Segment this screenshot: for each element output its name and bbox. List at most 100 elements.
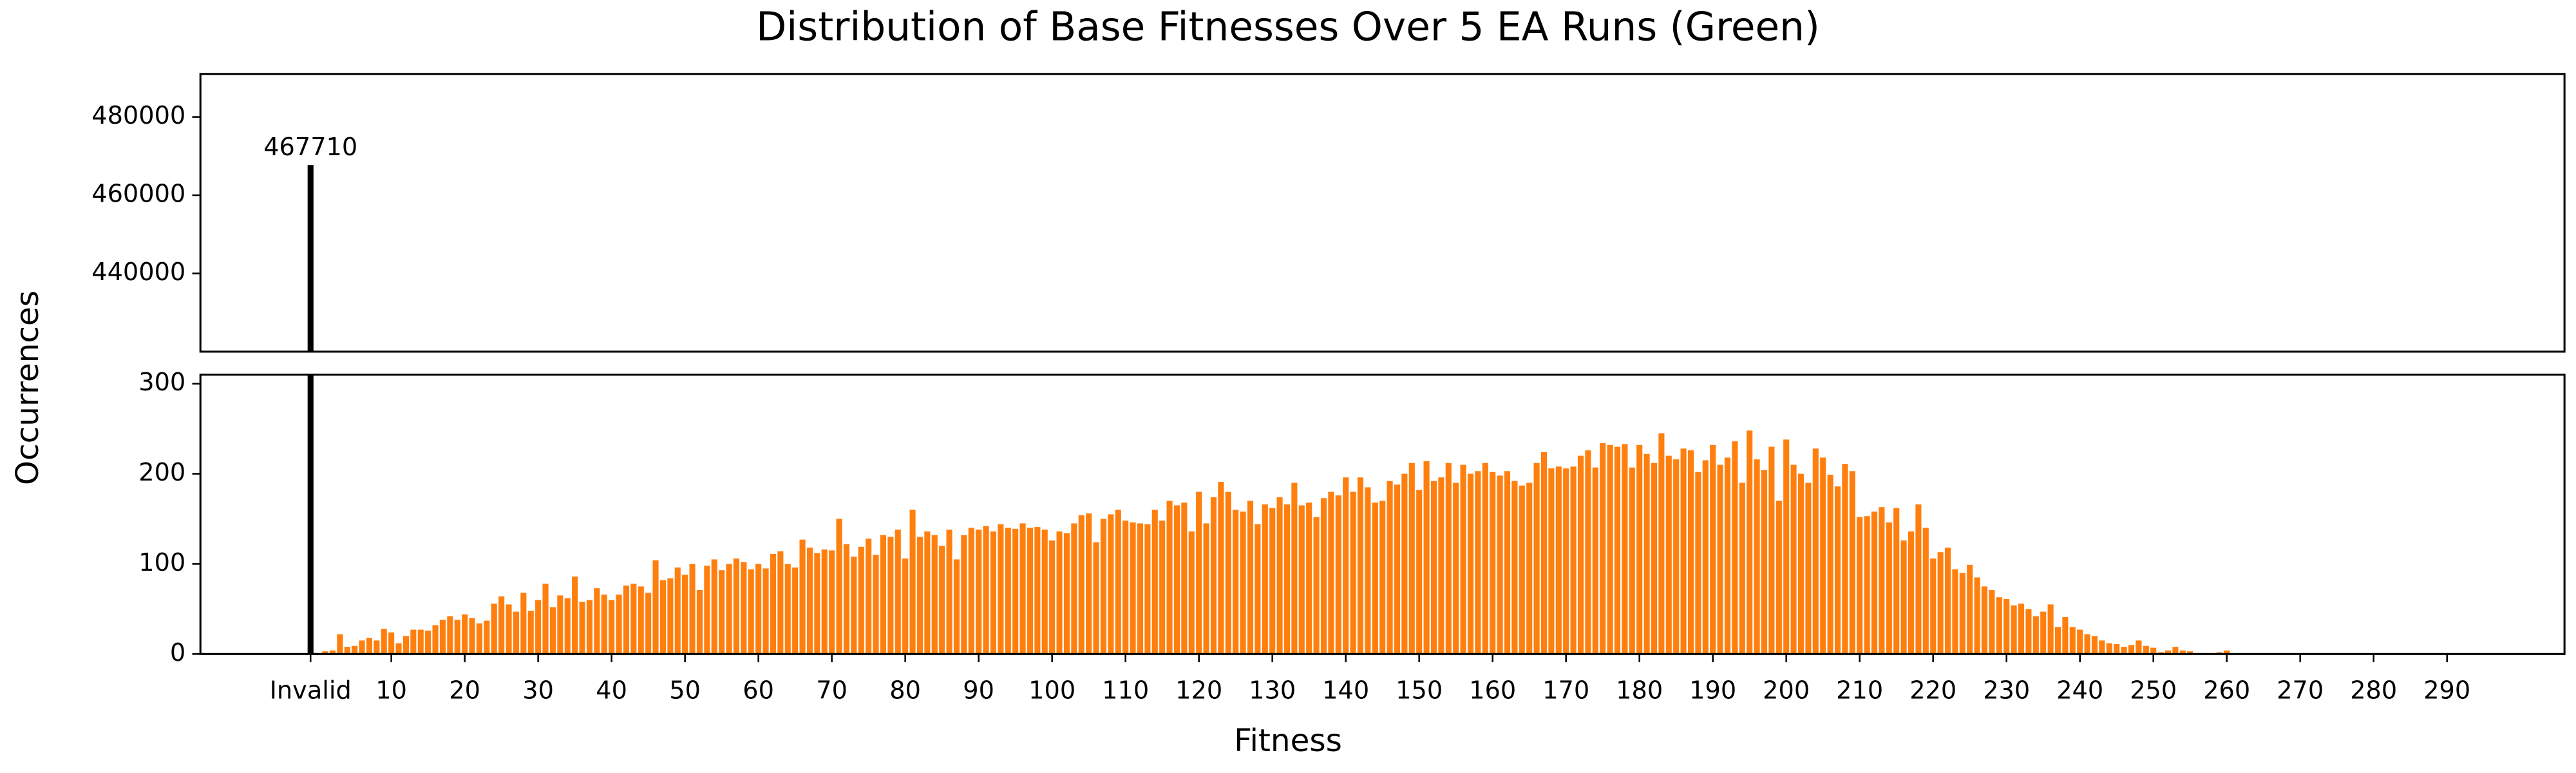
bar <box>799 539 806 654</box>
bar <box>454 620 460 654</box>
bar <box>1357 477 1364 654</box>
bar <box>2054 627 2061 654</box>
bar <box>594 588 600 654</box>
x-tick-label: 240 <box>2056 676 2103 705</box>
bar <box>1379 501 1386 654</box>
bar <box>755 564 762 654</box>
bar <box>667 578 674 654</box>
bar <box>1974 577 1980 654</box>
bar <box>1908 531 1915 654</box>
bar <box>1416 490 1423 654</box>
bar <box>726 564 732 654</box>
bar <box>777 551 784 654</box>
bar <box>1497 475 1503 654</box>
bar <box>1276 497 1283 654</box>
bar <box>2187 651 2193 654</box>
bar <box>1401 473 1408 654</box>
x-tick-label: 140 <box>1322 676 1369 705</box>
bar <box>1475 471 1481 654</box>
x-tick-label: 230 <box>1983 676 2030 705</box>
bar <box>1702 460 1709 654</box>
bar <box>484 620 490 654</box>
bar <box>1423 461 1430 654</box>
bar <box>2143 645 2149 654</box>
bar <box>2032 616 2039 654</box>
bar <box>352 645 358 654</box>
bar <box>1078 515 1084 654</box>
bar <box>887 537 894 654</box>
bar <box>1922 528 1929 654</box>
bar <box>674 568 681 654</box>
bar <box>1519 485 1525 654</box>
bar <box>1262 504 1268 654</box>
bar <box>1453 482 1459 654</box>
bar <box>1687 450 1694 654</box>
bar <box>1717 464 1723 654</box>
bar <box>359 640 365 654</box>
bar <box>1372 502 1378 654</box>
bar <box>1820 457 1826 654</box>
bar <box>909 510 916 654</box>
x-tick-label: 220 <box>1909 676 1956 705</box>
bar <box>329 650 336 654</box>
bar <box>1188 531 1195 654</box>
bar <box>1680 448 1687 654</box>
bar <box>821 549 828 654</box>
bar <box>1130 522 1136 654</box>
bar <box>1019 523 1026 654</box>
bar <box>1233 510 1239 654</box>
bar <box>1967 564 1973 654</box>
bar <box>1570 466 1577 654</box>
bar <box>1893 508 1900 654</box>
bar <box>1555 466 1562 654</box>
bar <box>2018 603 2025 654</box>
bar <box>1122 520 1129 654</box>
bar <box>1115 510 1121 654</box>
bar <box>1879 507 1885 654</box>
bar <box>1269 508 1276 654</box>
bar <box>1034 527 1041 654</box>
bar <box>1144 524 1151 654</box>
bar <box>983 526 989 654</box>
x-tick-label: 60 <box>743 676 774 705</box>
bar <box>836 519 842 654</box>
x-tick-label: 100 <box>1028 676 1075 705</box>
bar <box>425 630 431 654</box>
bar <box>1298 505 1305 654</box>
bar <box>902 558 909 654</box>
bar <box>1783 439 1790 654</box>
bar <box>1313 517 1320 654</box>
bar <box>1857 517 1863 654</box>
bar <box>1944 548 1951 654</box>
bar <box>1012 528 1019 654</box>
x-tick-label: 20 <box>449 676 480 705</box>
bar <box>1959 573 1965 654</box>
bar <box>1343 477 1349 654</box>
bar <box>601 594 607 654</box>
bar <box>498 596 505 654</box>
bar <box>1526 482 1533 654</box>
bar <box>395 643 402 654</box>
bar <box>770 554 777 654</box>
bar <box>1306 502 1312 654</box>
bar <box>1776 501 1782 654</box>
bar <box>432 625 439 654</box>
bar <box>1328 491 1334 654</box>
bar <box>1989 589 1995 654</box>
bar <box>843 544 850 654</box>
bar <box>1790 464 1797 654</box>
y-tick-label: 200 <box>138 458 185 487</box>
bar <box>2224 650 2230 654</box>
bar <box>1408 463 1415 654</box>
bar <box>2106 643 2112 654</box>
bar <box>2040 611 2047 654</box>
bar <box>1460 464 1466 654</box>
x-tick-label: 290 <box>2423 676 2470 705</box>
bar <box>1203 523 1209 654</box>
bar <box>748 569 754 654</box>
bar <box>961 535 967 654</box>
bar <box>1350 491 1356 654</box>
bar <box>931 535 938 654</box>
bar <box>946 530 952 654</box>
bar <box>344 647 350 654</box>
